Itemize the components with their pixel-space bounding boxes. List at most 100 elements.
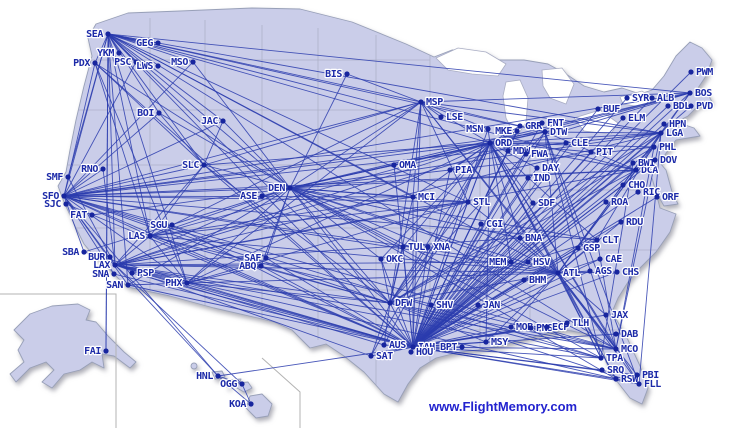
route-SFO-ABQ — [63, 195, 262, 267]
route-IAH-BDL — [412, 105, 669, 348]
airport-label-ATL: ATL — [563, 268, 580, 279]
route-SEA-SAN — [107, 33, 129, 286]
airport-dot-SBA — [81, 249, 87, 255]
route-ORD-PIA — [449, 142, 491, 171]
route-ATL-RDU — [557, 221, 622, 274]
route-SFO-MEM — [63, 195, 512, 263]
route-SFO-BOI — [63, 112, 160, 197]
route-DFW-XNA — [389, 246, 429, 304]
route-IAH-HNL — [217, 346, 414, 377]
airport-dot-BOI — [156, 110, 162, 116]
route-SEA-JAC — [107, 33, 224, 122]
airport-label-ORF: ORF — [662, 192, 679, 203]
route-SFO-DCA — [63, 169, 637, 197]
route-DFW-OKC — [380, 258, 391, 304]
route-LAX-ATL — [114, 264, 559, 274]
route-DTW-BOS — [544, 92, 691, 133]
route-IAH-SAT — [370, 346, 414, 357]
airport-label-PIT: PIT — [596, 147, 613, 158]
hawaii-kauai — [190, 362, 198, 370]
airport-label-RDU: RDU — [626, 217, 643, 228]
route-DEN-IAH — [289, 187, 414, 348]
airport-dot-MSP — [418, 99, 424, 105]
route-LGA-FLL — [638, 132, 662, 385]
route-ORD-DFW — [389, 142, 491, 304]
airport-dot-PNS — [528, 325, 534, 331]
route-DFW-MEM — [389, 261, 512, 304]
airport-label-SDF: SDF — [538, 198, 555, 209]
alaska-inset-border — [0, 293, 117, 428]
route-ORD-AUS — [383, 142, 491, 346]
lake-huron — [541, 67, 575, 105]
airport-dot-SNA — [111, 271, 117, 277]
airport-dot-BPT — [459, 344, 465, 350]
route-MSP-MCI — [412, 101, 422, 198]
route-CLT-LGA — [596, 132, 662, 241]
airport-dot-SEA — [105, 31, 111, 37]
route-DTW-TPA — [544, 131, 602, 359]
airport-label-ROA: ROA — [611, 197, 628, 208]
route-IAH-SAF — [265, 257, 414, 348]
route-LAX-HNL — [114, 264, 219, 377]
airport-label-JAX: JAX — [611, 310, 628, 321]
airport-dot-SLC — [201, 162, 207, 168]
airport-dot-SJC — [63, 201, 69, 207]
airport-label-AGS: AGS — [595, 266, 612, 277]
route-DEN-BOI — [158, 112, 291, 189]
airport-label-SFO: SFO — [42, 191, 59, 202]
airport-dot-CAE — [597, 256, 603, 262]
route-DFW-CLT — [389, 239, 598, 304]
route-SFO-MCO — [63, 195, 617, 350]
route-IAH-TPA — [412, 346, 602, 359]
route-LAX-MCO — [114, 264, 617, 350]
route-IAH-SYR — [412, 97, 628, 348]
route-LAS-PHX — [149, 235, 188, 284]
route-MSP-STL — [420, 101, 469, 203]
route-DFW-AUS — [383, 302, 391, 346]
airport-label-IAH: IAH — [418, 342, 435, 353]
airport-dot-PIA — [447, 167, 453, 173]
airport-dot-PSC — [133, 59, 139, 65]
airport-label-TUL: TUL — [408, 242, 425, 253]
route-LAX-DEN — [114, 187, 291, 266]
airport-dot-XNA — [425, 244, 431, 250]
route-ORD-MSY — [485, 142, 491, 343]
airport-label-KOA: KOA — [229, 399, 246, 410]
airport-dot-ELM — [620, 115, 626, 121]
route-MSP-LSE — [420, 101, 442, 118]
airport-label-GEG: GEG — [136, 38, 153, 49]
route-SFO-SNA — [63, 195, 115, 275]
route-DEN-MSO — [192, 61, 291, 189]
route-SFO-JAC — [63, 120, 224, 197]
airport-label-HOU: HOU — [416, 347, 433, 358]
airport-dot-RNO — [100, 166, 106, 172]
airport-label-XNA: XNA — [433, 242, 450, 253]
route-IAH-FWA — [412, 153, 527, 348]
route-LAS-MCO — [149, 235, 617, 350]
route-ORD-SAT — [370, 142, 491, 357]
airport-dot-JAC — [220, 118, 226, 124]
airport-dot-BIS — [344, 71, 350, 77]
route-ATL-PBI — [557, 272, 638, 376]
route-IAH-AGS — [412, 270, 591, 348]
airport-label-CAE: CAE — [605, 254, 622, 265]
route-DEN-STL — [289, 187, 469, 203]
route-DFW-TUL — [389, 246, 404, 304]
airport-label-LAS: LAS — [128, 231, 145, 242]
route-SEA-ORD — [107, 33, 491, 144]
routes-layer — [63, 33, 692, 405]
airport-label-ABQ: ABQ — [239, 261, 256, 272]
airport-dot-JAN — [475, 302, 481, 308]
airport-label-FAT: FAT — [70, 210, 87, 221]
airport-label-SNA: SNA — [92, 269, 109, 280]
route-ATL-DTW — [544, 131, 559, 274]
airport-label-CHO: CHO — [628, 180, 645, 191]
route-DFW-DCA — [389, 169, 637, 304]
airport-dot-ATL — [555, 270, 561, 276]
airport-dot-PHL — [651, 144, 657, 150]
route-DEN-SBA — [83, 187, 291, 253]
route-DFW-ABQ — [260, 265, 391, 304]
airport-label-OMA: OMA — [399, 160, 416, 171]
airport-label-MCO: MCO — [621, 344, 638, 355]
airport-dot-SDF — [530, 200, 536, 206]
